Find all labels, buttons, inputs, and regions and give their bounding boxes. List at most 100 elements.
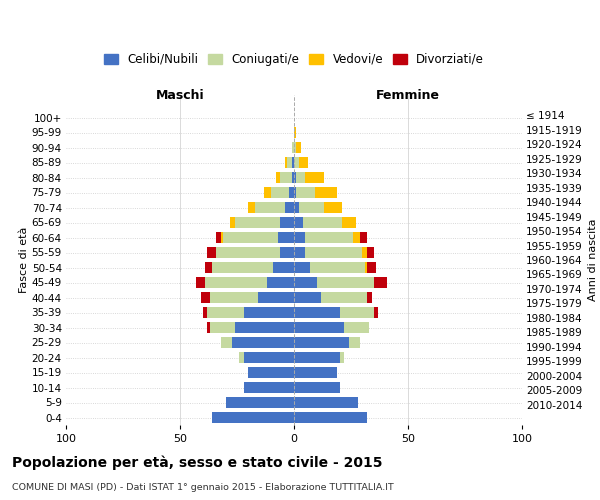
Bar — [244, 352, 294, 363]
Bar — [289, 187, 294, 198]
Text: Femmine: Femmine — [376, 89, 440, 102]
Bar — [223, 232, 278, 243]
Bar — [360, 232, 367, 243]
Bar — [212, 262, 274, 273]
Bar — [239, 352, 244, 363]
Bar — [203, 307, 208, 318]
Bar — [344, 322, 369, 333]
Bar — [244, 382, 294, 393]
Bar — [208, 322, 209, 333]
Bar — [235, 217, 280, 228]
Bar — [208, 307, 244, 318]
Bar — [287, 157, 292, 168]
Bar — [200, 292, 209, 303]
Bar — [274, 262, 294, 273]
Bar — [299, 202, 323, 213]
Bar — [221, 232, 223, 243]
Bar — [294, 307, 340, 318]
Bar — [230, 217, 235, 228]
Bar — [305, 232, 353, 243]
Bar — [280, 217, 294, 228]
Bar — [323, 202, 342, 213]
Bar — [292, 142, 294, 153]
Bar — [294, 247, 305, 258]
Text: Popolazione per età, sesso e stato civile - 2015: Popolazione per età, sesso e stato civil… — [12, 455, 383, 469]
Bar — [294, 142, 296, 153]
Bar — [278, 232, 294, 243]
Bar — [294, 337, 349, 348]
Bar — [340, 307, 374, 318]
Bar — [285, 157, 287, 168]
Bar — [294, 352, 340, 363]
Y-axis label: Anni di nascita: Anni di nascita — [589, 219, 598, 301]
Bar — [285, 202, 294, 213]
Bar — [248, 367, 294, 378]
Bar — [294, 172, 296, 183]
Bar — [205, 262, 212, 273]
Bar — [196, 277, 205, 288]
Bar — [296, 172, 305, 183]
Bar — [209, 292, 257, 303]
Bar — [310, 262, 365, 273]
Bar — [314, 187, 337, 198]
Bar — [317, 277, 374, 288]
Bar — [280, 247, 294, 258]
Legend: Celibi/Nubili, Coniugati/e, Vedovi/e, Divorziati/e: Celibi/Nubili, Coniugati/e, Vedovi/e, Di… — [99, 48, 489, 70]
Bar — [294, 397, 358, 408]
Bar — [367, 292, 371, 303]
Bar — [294, 232, 305, 243]
Bar — [255, 202, 285, 213]
Bar — [292, 157, 294, 168]
Bar — [244, 307, 294, 318]
Bar — [235, 322, 294, 333]
Bar — [208, 247, 217, 258]
Bar — [294, 277, 317, 288]
Bar — [367, 262, 376, 273]
Bar — [294, 322, 344, 333]
Bar — [292, 172, 294, 183]
Bar — [217, 247, 280, 258]
Bar — [271, 187, 289, 198]
Bar — [280, 172, 292, 183]
Bar — [340, 352, 344, 363]
Bar — [365, 262, 367, 273]
Bar — [294, 217, 303, 228]
Bar — [294, 187, 296, 198]
Bar — [294, 262, 310, 273]
Bar — [342, 217, 356, 228]
Bar — [209, 322, 235, 333]
Bar — [294, 127, 296, 138]
Bar — [248, 202, 255, 213]
Bar — [367, 247, 374, 258]
Bar — [322, 292, 367, 303]
Bar — [226, 397, 294, 408]
Bar — [221, 337, 232, 348]
Bar — [294, 382, 340, 393]
Bar — [257, 292, 294, 303]
Bar — [296, 187, 314, 198]
Bar — [305, 247, 362, 258]
Text: Maschi: Maschi — [155, 89, 205, 102]
Bar — [349, 337, 360, 348]
Bar — [217, 232, 221, 243]
Bar — [265, 187, 271, 198]
Y-axis label: Fasce di età: Fasce di età — [19, 227, 29, 293]
Bar — [205, 277, 266, 288]
Bar — [374, 277, 388, 288]
Bar — [276, 172, 280, 183]
Bar — [374, 307, 379, 318]
Bar — [266, 277, 294, 288]
Bar — [294, 367, 337, 378]
Bar — [296, 142, 301, 153]
Bar — [294, 202, 299, 213]
Bar — [294, 412, 367, 423]
Bar — [294, 157, 299, 168]
Bar — [303, 217, 342, 228]
Bar — [294, 292, 322, 303]
Bar — [353, 232, 360, 243]
Bar — [305, 172, 323, 183]
Bar — [232, 337, 294, 348]
Text: COMUNE DI MASI (PD) - Dati ISTAT 1° gennaio 2015 - Elaborazione TUTTITALIA.IT: COMUNE DI MASI (PD) - Dati ISTAT 1° genn… — [12, 482, 394, 492]
Bar — [299, 157, 308, 168]
Bar — [362, 247, 367, 258]
